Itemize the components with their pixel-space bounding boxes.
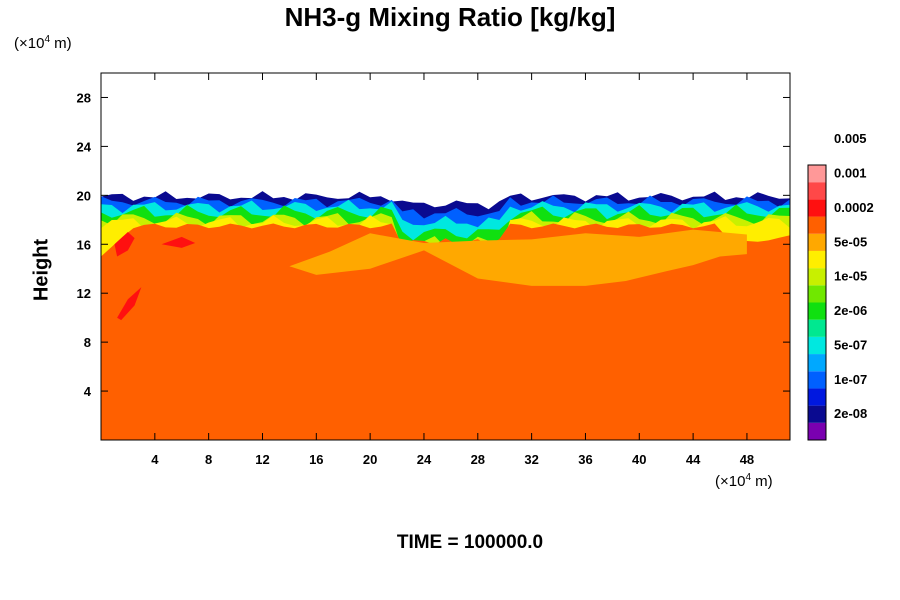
plot-frame xyxy=(100,72,791,441)
y-tick-label: 24 xyxy=(77,139,92,154)
colorbar: 2e-08 1e-07 5e-07 2e-06 1e-05 5e-05 0.0002 0.00… xyxy=(807,131,874,441)
y-tick: 16 xyxy=(77,237,790,252)
y-tick-label: 12 xyxy=(77,286,91,301)
x-tick: 20 xyxy=(363,73,377,467)
red-patch-1 xyxy=(117,287,142,321)
colorbar-label: 5e-05 xyxy=(834,234,867,249)
x-tick-label: 36 xyxy=(578,452,592,467)
x-tick: 28 xyxy=(471,73,485,467)
colorbar-label: 0.001 xyxy=(834,166,867,181)
x-tick: 40 xyxy=(632,73,647,467)
x-tick: 8 xyxy=(205,73,212,467)
colorbar-label: 0.0002 xyxy=(834,200,874,215)
colorbar-swatch xyxy=(808,233,826,251)
x-tick: 16 xyxy=(309,73,324,467)
colorbar-swatch xyxy=(808,199,826,217)
colorbar-swatch xyxy=(808,302,826,320)
x-tick-label: 8 xyxy=(205,452,212,467)
x-tick-label: 4 xyxy=(151,452,159,467)
colorbar-swatch xyxy=(808,319,826,337)
y-tick: 20 xyxy=(77,188,790,203)
x-tick-label: 48 xyxy=(740,452,754,467)
colorbar-swatch xyxy=(808,250,826,269)
x-tick: 44 xyxy=(686,73,701,467)
x-tick-label: 24 xyxy=(417,452,432,467)
colorbar-label: 1e-07 xyxy=(834,372,867,387)
y-tick: 24 xyxy=(77,139,790,154)
x-tick-label: 20 xyxy=(363,452,377,467)
x-tick: 36 xyxy=(578,73,593,467)
y-axis-unit: (×104 m) xyxy=(14,34,72,52)
y-tick-label: 28 xyxy=(77,90,91,105)
x-axis-unit: (×104 m) xyxy=(715,472,773,490)
y-axis: 4 8 12 16 20 24 28 xyxy=(77,90,790,399)
colorbar-label: 1e-05 xyxy=(834,269,867,284)
y-tick: 8 xyxy=(84,335,790,350)
chart-title: NH3-g Mixing Ratio [kg/kg] xyxy=(284,2,616,32)
colorbar-swatch xyxy=(808,405,826,423)
colorbar-swatch xyxy=(808,354,826,372)
x-tick-label: 40 xyxy=(632,452,646,467)
colorbar-label: 2e-06 xyxy=(834,303,867,318)
colorbar-swatch xyxy=(808,388,826,406)
y-tick: 4 xyxy=(84,384,790,399)
colorbar-swatch xyxy=(808,165,826,183)
colorbar-label: 0.005 xyxy=(834,131,867,146)
time-label: TIME = 100000.0 xyxy=(396,532,544,553)
x-tick-label: 28 xyxy=(471,452,485,467)
colorbar-swatch xyxy=(808,422,826,440)
x-tick: 32 xyxy=(524,73,539,467)
colorbar-swatch xyxy=(808,285,826,303)
y-tick-label: 20 xyxy=(77,188,91,203)
mixing-ratio-field xyxy=(101,191,790,440)
colorbar-label: 2e-08 xyxy=(834,406,867,421)
y-tick: 28 xyxy=(77,90,790,105)
x-tick: 4 xyxy=(151,73,159,467)
red-patch-2 xyxy=(161,236,196,248)
colorbar-frame xyxy=(807,164,827,441)
colorbar-label: 5e-07 xyxy=(834,337,867,352)
y-tick-label: 16 xyxy=(77,237,91,252)
red-patch-0 xyxy=(114,232,135,257)
colorbar-swatch xyxy=(808,182,826,200)
colorbar-swatch xyxy=(808,216,826,234)
colorbar-swatch xyxy=(808,336,826,355)
upper-plume xyxy=(289,229,747,286)
x-tick-label: 16 xyxy=(309,452,323,467)
y-tick-label: 8 xyxy=(84,335,91,350)
y-tick: 12 xyxy=(77,286,790,301)
colorbar-swatch xyxy=(808,371,826,389)
x-axis: 4 8 12 16 20 24 28 32 36 40 44 48 xyxy=(151,73,754,467)
x-tick: 12 xyxy=(255,73,270,467)
x-tick: 48 xyxy=(740,73,754,467)
x-tick-label: 32 xyxy=(524,452,538,467)
x-tick: 24 xyxy=(417,73,432,467)
colorbar-swatch xyxy=(808,268,826,286)
y-tick-label: 4 xyxy=(84,384,92,399)
x-tick-label: 12 xyxy=(255,452,269,467)
x-tick-label: 44 xyxy=(686,452,701,467)
